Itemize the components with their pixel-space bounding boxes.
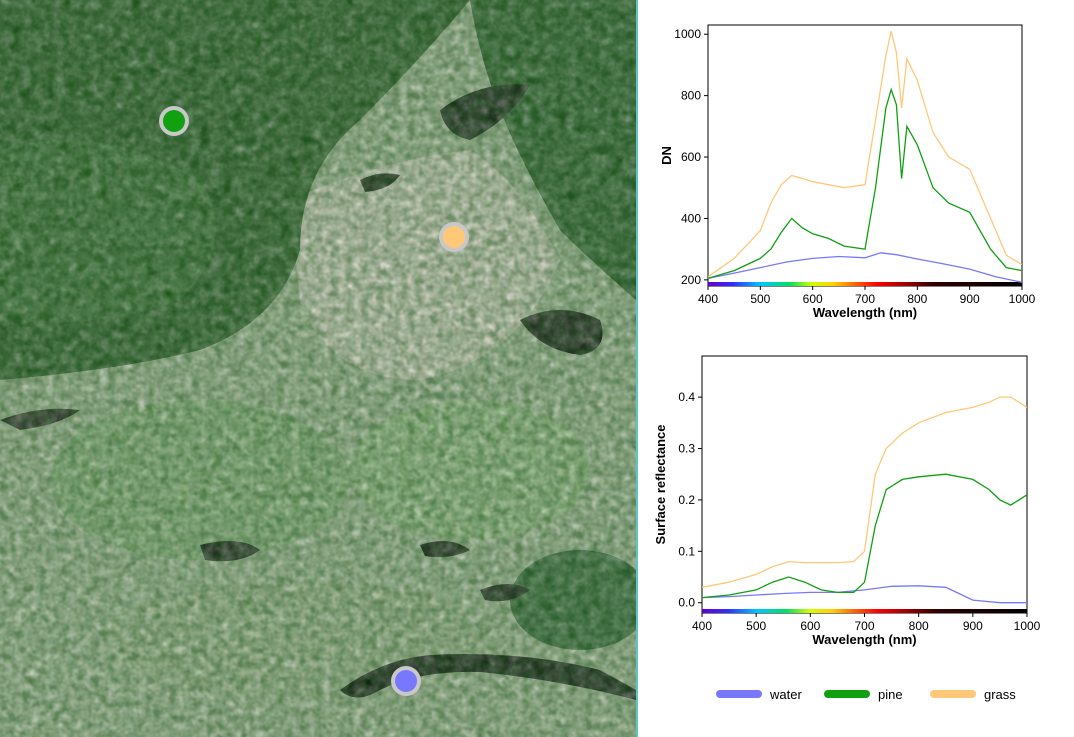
x-axis-label: Wavelength (nm): [812, 632, 916, 647]
y-axis-label: Surface reflectance: [653, 425, 668, 545]
x-tick-label: 500: [750, 292, 770, 306]
x-tick-label: 900: [963, 619, 983, 633]
x-tick-label: 1000: [1014, 619, 1041, 633]
x-tick-label: 500: [746, 619, 766, 633]
dn-chart-canvas: 400 500 600 700 800 900 1000 200 400 600 800 1000 Wa…: [659, 24, 1036, 320]
y-tick-label: 0.4: [678, 390, 695, 404]
legend-label-grass: grass: [984, 686, 1016, 702]
x-tick-label: 400: [698, 292, 718, 306]
aerial-image-canvas: [0, 0, 636, 737]
y-tick-label: 600: [681, 150, 701, 164]
reflectance-chart-canvas: 400 500 600 700 800 900 1000 0.0 0.1 0.2 0.3 0.4 Wav…: [653, 355, 1041, 647]
legend-label-pine: pine: [878, 686, 903, 702]
series-line-grass: [702, 396, 1027, 588]
x-tick-label: 400: [692, 619, 712, 633]
legend-swatch-grass: [930, 690, 976, 698]
panel-divider: [636, 0, 638, 737]
grass-sample-marker[interactable]: [439, 222, 469, 252]
dn-spectrum-chart: 400 500 600 700 800 900 1000 200 400 600 800 1000 Wa…: [640, 0, 1074, 330]
legend-item-grass: grass: [930, 684, 1016, 704]
x-axis-label: Wavelength (nm): [813, 305, 917, 320]
series-line-water: [708, 252, 1022, 283]
legend-swatch-water: [716, 690, 762, 698]
legend-item-water: water: [716, 684, 802, 704]
aerial-image: [0, 0, 636, 737]
spectrum-bar: [702, 609, 1027, 613]
legend-item-pine: pine: [824, 684, 903, 704]
x-tick-label: 600: [803, 292, 823, 306]
x-tick-label: 1000: [1009, 292, 1036, 306]
x-tick-label: 800: [909, 619, 929, 633]
image-texture: [0, 0, 636, 737]
series-line-water: [702, 585, 1027, 604]
y-tick-label: 0.1: [678, 544, 695, 558]
y-tick-label: 1000: [674, 27, 701, 41]
x-tick-label: 600: [800, 619, 820, 633]
x-tick-label: 900: [960, 292, 980, 306]
y-tick-label: 200: [681, 273, 701, 287]
x-tick-label: 700: [854, 619, 874, 633]
y-tick-label: 0.0: [678, 596, 695, 610]
y-tick-label: 800: [681, 89, 701, 103]
legend: water pine grass: [716, 684, 1056, 704]
x-tick-label: 800: [907, 292, 927, 306]
legend-swatch-pine: [824, 690, 870, 698]
legend-label-water: water: [770, 686, 802, 702]
pine-sample-marker[interactable]: [159, 106, 189, 136]
series-line-pine: [702, 473, 1027, 599]
y-tick-label: 400: [681, 211, 701, 225]
x-tick-label: 700: [855, 292, 875, 306]
plot-frame: [701, 355, 1028, 614]
reflectance-spectrum-chart: 400 500 600 700 800 900 1000 0.0 0.1 0.2 0.3 0.4 Wav…: [640, 340, 1074, 660]
series-line-pine: [708, 87, 1022, 279]
water-sample-marker[interactable]: [391, 666, 421, 696]
y-tick-label: 0.2: [678, 493, 695, 507]
y-tick-label: 0.3: [678, 442, 695, 456]
y-axis-label: DN: [659, 146, 674, 165]
spectrum-bar: [708, 282, 1022, 286]
series-line-grass: [708, 30, 1022, 278]
